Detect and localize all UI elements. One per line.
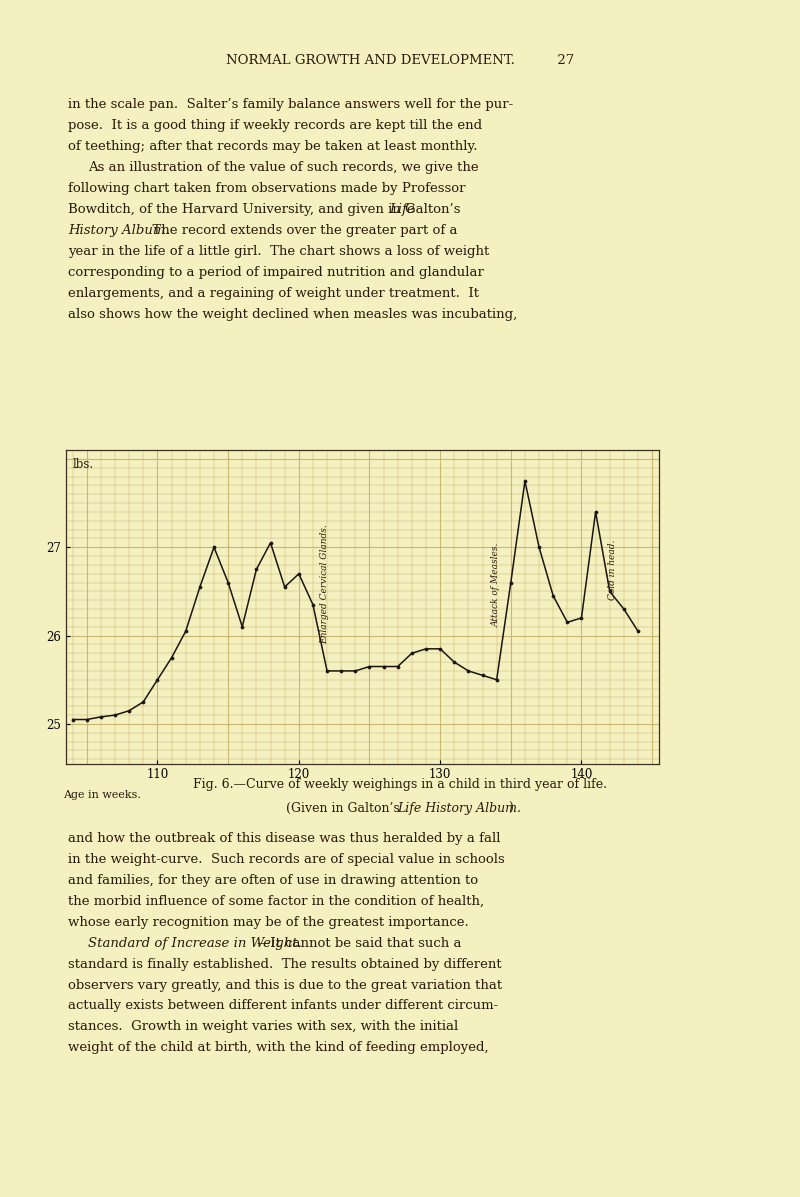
Text: ): ) [508,802,513,815]
Text: Enlarged Cervical Glands.: Enlarged Cervical Glands. [320,524,329,644]
Text: —It cannot be said that such a: —It cannot be said that such a [257,936,461,949]
Text: Bowditch, of the Harvard University, and given in Galton’s: Bowditch, of the Harvard University, and… [68,202,465,215]
Text: following chart taken from observations made by Professor: following chart taken from observations … [68,182,466,195]
Text: (Given in Galton’s: (Given in Galton’s [286,802,404,815]
Text: weight of the child at birth, with the kind of feeding employed,: weight of the child at birth, with the k… [68,1041,489,1055]
Text: pose.  It is a good thing if weekly records are kept till the end: pose. It is a good thing if weekly recor… [68,120,482,132]
Text: standard is finally established.  The results obtained by different: standard is finally established. The res… [68,958,502,971]
Text: Life History Album.: Life History Album. [397,802,521,815]
Text: whose early recognition may be of the greatest importance.: whose early recognition may be of the gr… [68,916,469,929]
Text: The record extends over the greater part of a: The record extends over the greater part… [144,224,458,237]
Text: and how the outbreak of this disease was thus heralded by a fall: and how the outbreak of this disease was… [68,832,501,845]
Text: in the scale pan.  Salter’s family balance answers well for the pur-: in the scale pan. Salter’s family balanc… [68,98,514,111]
Text: NORMAL GROWTH AND DEVELOPMENT.          27: NORMAL GROWTH AND DEVELOPMENT. 27 [226,54,574,67]
Text: the morbid influence of some factor in the condition of health,: the morbid influence of some factor in t… [68,895,484,907]
Text: Cold in head.: Cold in head. [608,540,617,600]
Text: and families, for they are often of use in drawing attention to: and families, for they are often of use … [68,874,478,887]
Text: Attack of Measles.: Attack of Measles. [492,542,501,627]
Text: enlargements, and a regaining of weight under treatment.  It: enlargements, and a regaining of weight … [68,287,479,299]
Text: observers vary greatly, and this is due to the great variation that: observers vary greatly, and this is due … [68,979,502,991]
Text: of teething; after that records may be taken at least monthly.: of teething; after that records may be t… [68,140,478,153]
Text: actually exists between different infants under different circum-: actually exists between different infant… [68,999,498,1013]
Text: stances.  Growth in weight varies with sex, with the initial: stances. Growth in weight varies with se… [68,1020,458,1033]
Text: in the weight-curve.  Such records are of special value in schools: in the weight-curve. Such records are of… [68,852,505,865]
Text: year in the life of a little girl.  The chart shows a loss of weight: year in the life of a little girl. The c… [68,245,490,257]
Text: As an illustration of the value of such records, we give the: As an illustration of the value of such … [88,162,478,174]
Text: corresponding to a period of impaired nutrition and glandular: corresponding to a period of impaired nu… [68,266,484,279]
Text: History Album.: History Album. [68,224,170,237]
Text: also shows how the weight declined when measles was incubating,: also shows how the weight declined when … [68,308,518,321]
Text: Fig. 6.—Curve of weekly weighings in a child in third year of life.: Fig. 6.—Curve of weekly weighings in a c… [193,778,607,791]
Text: Age in weeks.: Age in weeks. [62,790,141,801]
Text: lbs.: lbs. [73,458,94,470]
Text: Standard of Increase in Weight.: Standard of Increase in Weight. [88,936,302,949]
Text: Life: Life [389,202,414,215]
